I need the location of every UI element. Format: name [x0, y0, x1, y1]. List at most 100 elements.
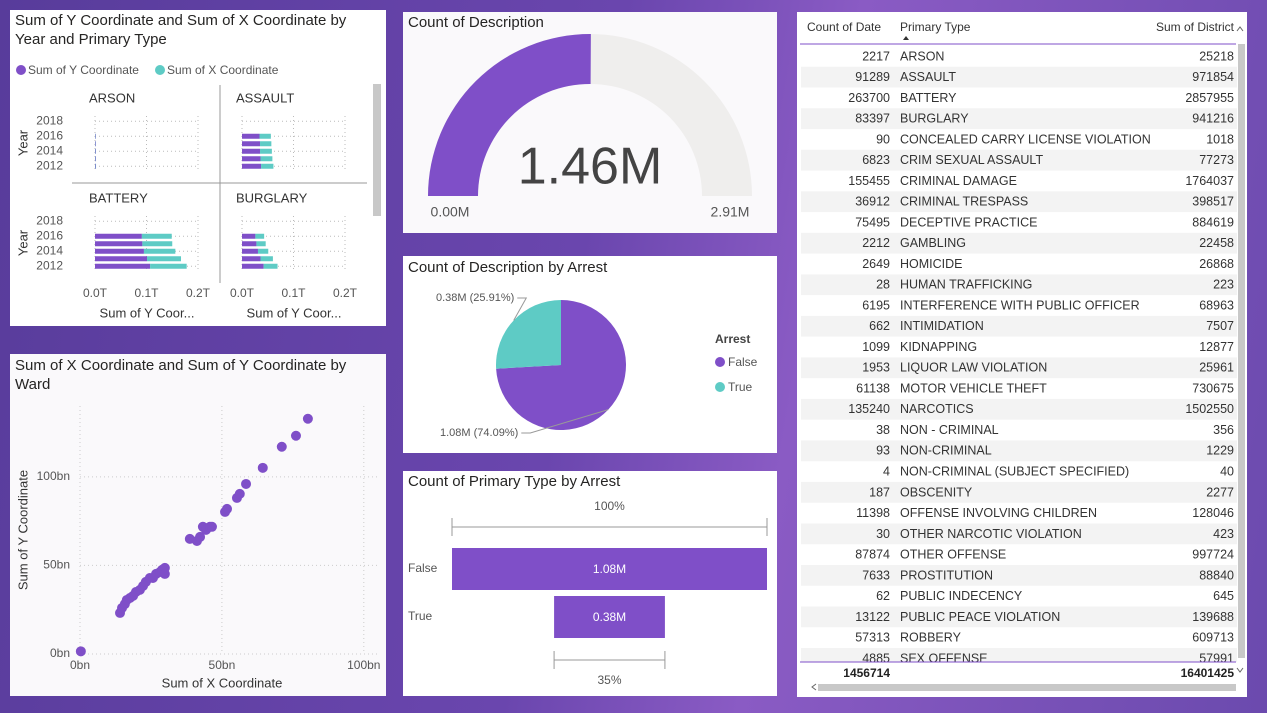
row-band	[801, 274, 1237, 296]
chart-title: Sum of Y Coordinate and Sum of X Coordin…	[15, 12, 347, 48]
cell: CONCEALED CARRY LICENSE VIOLATION	[900, 132, 1151, 146]
legend-label: Sum of X Coordinate	[167, 63, 279, 77]
cell: 1953	[862, 361, 890, 375]
x-axis-title: Sum of Y Coor...	[247, 305, 342, 320]
cell: 2649	[862, 257, 890, 271]
cell: 645	[1213, 589, 1234, 603]
cell: 1018	[1206, 132, 1234, 146]
cell: 38	[876, 423, 890, 437]
point	[302, 413, 313, 424]
x-tick-label: 0.1T	[281, 286, 306, 300]
y-tick-label: 2014	[36, 143, 63, 157]
bar	[147, 256, 182, 262]
bar	[260, 256, 273, 262]
cell: OTHER OFFENSE	[900, 548, 1006, 562]
bracket	[451, 518, 768, 536]
cell: 187	[869, 485, 890, 499]
cell: 1229	[1206, 444, 1234, 458]
cell: HOMICIDE	[900, 257, 963, 271]
scrollbar[interactable]	[818, 684, 1236, 691]
y-tick-label: 2018	[36, 213, 63, 227]
bar	[261, 163, 274, 169]
x-tick-label: 0.1T	[134, 286, 159, 300]
row-band	[801, 232, 1237, 254]
cell: INTIMIDATION	[900, 319, 984, 333]
point	[222, 503, 233, 514]
cell: PUBLIC INDECENCY	[900, 589, 1023, 603]
cell: 57991	[1199, 651, 1234, 665]
x-tick-label: 100bn	[347, 658, 380, 672]
cell: 83397	[855, 112, 890, 126]
cell: 884619	[1192, 215, 1234, 229]
cell: 139688	[1192, 610, 1234, 624]
percent-label: 35%	[597, 673, 621, 687]
cell: OFFENSE INVOLVING CHILDREN	[900, 506, 1097, 520]
scrollbar[interactable]	[1238, 44, 1245, 658]
cell: 12877	[1199, 340, 1234, 354]
bar	[142, 241, 173, 247]
bar	[95, 156, 96, 162]
bar	[260, 148, 272, 154]
scroll-left[interactable]	[811, 683, 817, 691]
cell: 2857955	[1185, 91, 1234, 105]
leader-line	[521, 409, 609, 434]
gauge-max: 2.91M	[711, 204, 750, 220]
scroll-down[interactable]	[1236, 667, 1244, 673]
panel	[10, 354, 386, 696]
cell: NARCOTICS	[900, 402, 974, 416]
cell: NON - CRIMINAL	[900, 423, 999, 437]
bar	[242, 156, 261, 162]
cell: ASSAULT	[900, 70, 956, 84]
cell: 2217	[862, 49, 890, 63]
total-cell: 1456714	[843, 666, 890, 680]
cell: 87874	[855, 548, 890, 562]
column-header: Primary Type	[900, 20, 971, 34]
sort-arrow[interactable]	[903, 36, 909, 40]
row-band	[801, 66, 1237, 88]
y-tick-label: 2016	[36, 128, 63, 142]
cell: 93	[876, 444, 890, 458]
cell: 25218	[1199, 49, 1234, 63]
cell: LIQUOR LAW VIOLATION	[900, 361, 1047, 375]
total-cell: 16401425	[1181, 666, 1235, 680]
cell: 36912	[855, 195, 890, 209]
cell: 90	[876, 132, 890, 146]
x-axis-title: Sum of X Coordinate	[162, 675, 283, 690]
cell: 135240	[848, 402, 890, 416]
y-tick-label: 50bn	[43, 558, 70, 572]
row-band	[801, 523, 1237, 545]
cell: 356	[1213, 423, 1234, 437]
data-label: 0.38M	[593, 610, 626, 624]
funnel-bar	[554, 596, 665, 638]
point	[276, 441, 287, 452]
cell: ARSON	[900, 49, 944, 63]
cell: 730675	[1192, 381, 1234, 395]
row-band	[801, 481, 1237, 503]
chart-title: Count of Description by Arrest	[408, 259, 608, 276]
chart-title: Count of Description	[408, 14, 544, 31]
point	[195, 531, 206, 542]
chart-title: Sum of X Coordinate and Sum of Y Coordin…	[15, 357, 347, 393]
bar	[95, 241, 143, 247]
row-band	[801, 315, 1237, 337]
cell: 662	[869, 319, 890, 333]
cell: 30	[876, 527, 890, 541]
cell: BURGLARY	[900, 112, 969, 126]
cell: MOTOR VEHICLE THEFT	[900, 381, 1047, 395]
bar	[95, 256, 148, 262]
leader-line	[513, 297, 528, 321]
cell: 423	[1213, 527, 1234, 541]
scrollbar[interactable]	[373, 84, 381, 216]
row-band	[801, 398, 1237, 420]
cell: PUBLIC PEACE VIOLATION	[900, 610, 1060, 624]
cell: 7633	[862, 568, 890, 582]
cell: NON-CRIMINAL	[900, 444, 992, 458]
bar	[95, 263, 151, 269]
data-label: 1.08M	[593, 562, 626, 576]
cell: 6195	[862, 298, 890, 312]
bar	[242, 263, 264, 269]
cell: 1502550	[1185, 402, 1234, 416]
scroll-up[interactable]	[1236, 26, 1244, 32]
bar	[242, 133, 260, 139]
